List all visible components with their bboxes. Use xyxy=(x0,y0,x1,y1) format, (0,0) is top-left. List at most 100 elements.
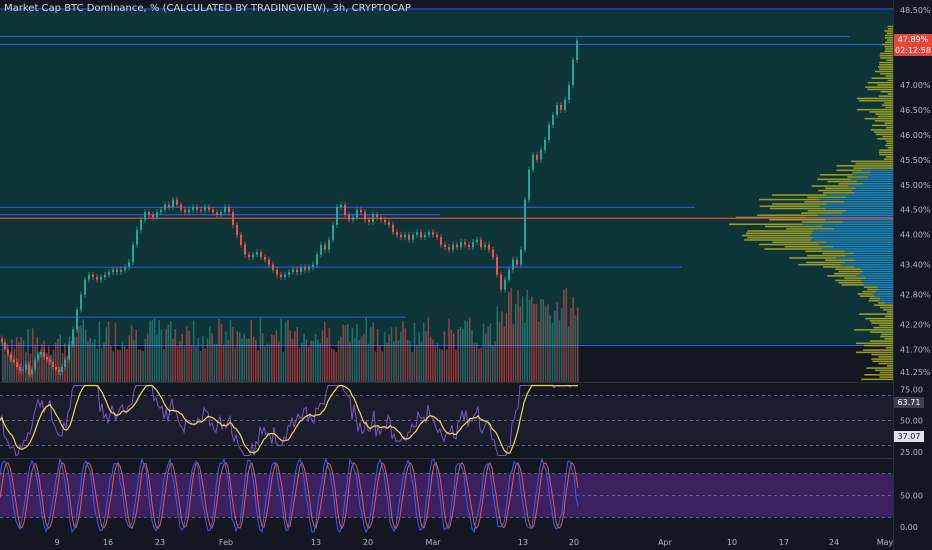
volume-profile-value-area xyxy=(825,207,893,210)
candle-body xyxy=(472,242,474,248)
volume-profile-row xyxy=(882,43,893,46)
volume-bar xyxy=(248,338,250,382)
volume-profile-row xyxy=(869,111,893,113)
candle-body xyxy=(34,359,36,370)
volume-bar xyxy=(528,299,531,382)
volume-profile-row xyxy=(818,189,852,192)
volume-bar xyxy=(255,339,257,382)
candle-body xyxy=(1,338,3,343)
volume-bar xyxy=(473,342,476,382)
volume-bar xyxy=(151,320,154,382)
volume-profile-row xyxy=(835,279,862,282)
volume-bar xyxy=(117,350,119,382)
volume-profile-row xyxy=(798,263,841,266)
volume-profile-row xyxy=(884,338,893,340)
candle-body xyxy=(444,244,446,248)
volume-profile-value-area xyxy=(826,194,893,196)
volume-profile-row xyxy=(880,90,893,93)
candle-body xyxy=(248,254,250,258)
volume-bar xyxy=(457,329,459,382)
volume-bar xyxy=(73,336,75,382)
rsi-ma-line xyxy=(0,384,578,454)
volume-profile-row xyxy=(881,104,893,106)
volume-bar xyxy=(130,325,133,382)
volume-profile-row xyxy=(827,275,857,277)
candle-body xyxy=(384,219,386,223)
volume-bar xyxy=(494,341,496,382)
volume-bar xyxy=(310,340,312,382)
volume-bar xyxy=(542,299,545,382)
candle-body xyxy=(380,217,382,220)
volume-bar xyxy=(572,296,574,382)
price-axis-label: 45.50% xyxy=(900,156,931,165)
candle-body xyxy=(276,269,278,275)
volume-profile-row xyxy=(879,306,893,309)
volume-bar xyxy=(123,346,126,382)
volume-bar xyxy=(156,334,158,382)
volume-bar xyxy=(87,340,89,382)
volume-bar xyxy=(71,340,73,382)
volume-bar xyxy=(510,288,512,382)
volume-profile-value-area xyxy=(866,277,893,279)
rsi-ma-value-tag: 37.07 xyxy=(894,430,924,442)
candle-body xyxy=(504,279,506,290)
volume-profile-row xyxy=(811,185,849,187)
candle-body xyxy=(22,369,24,371)
candle-body xyxy=(116,269,118,273)
volume-bar xyxy=(519,306,522,382)
volume-profile-row xyxy=(764,248,823,250)
candle-body xyxy=(49,359,51,363)
volume-bar xyxy=(188,331,190,382)
volume-bar xyxy=(128,335,131,382)
volume-profile-row xyxy=(856,97,893,100)
volume-profile-row xyxy=(879,54,893,57)
candle-body xyxy=(43,352,45,358)
candle-body xyxy=(448,247,450,250)
volume-bar xyxy=(413,322,416,382)
candle-body xyxy=(164,204,166,210)
volume-profile-row xyxy=(847,176,868,178)
volume-profile-row xyxy=(838,270,864,273)
volume-profile-row xyxy=(855,162,893,165)
volume-profile-value-area xyxy=(802,223,893,226)
volume-profile-row xyxy=(878,95,893,97)
volume-bar xyxy=(491,344,494,382)
candle-body xyxy=(528,169,530,200)
volume-bar xyxy=(153,318,156,382)
volume-profile-row xyxy=(881,333,893,336)
volume-profile-row xyxy=(804,200,845,203)
volume-profile-row xyxy=(887,147,893,149)
volume-profile-value-area xyxy=(845,261,893,264)
volume-bar xyxy=(402,320,404,382)
candle-body xyxy=(176,199,178,205)
volume-bar xyxy=(222,344,225,382)
volume-profile-value-area xyxy=(818,214,893,217)
volume-bar xyxy=(567,326,570,382)
stoch-axis-label: 50.00 xyxy=(900,492,923,501)
candle-body xyxy=(548,124,550,140)
volume-bar xyxy=(48,346,50,382)
volume-profile-row xyxy=(887,25,893,28)
candle-body xyxy=(140,219,142,230)
volume-bar xyxy=(489,323,492,382)
candle-body xyxy=(312,264,314,268)
volume-profile-value-area xyxy=(861,279,893,282)
volume-profile-row xyxy=(886,32,893,35)
volume-profile-row xyxy=(883,308,893,311)
candle-body xyxy=(508,269,510,280)
volume-bar xyxy=(349,341,351,382)
volume-profile-value-area xyxy=(819,243,893,246)
volume-bar xyxy=(2,342,4,382)
candle-body xyxy=(560,104,562,110)
volume-bar xyxy=(317,339,319,382)
volume-bar xyxy=(397,340,400,382)
candle-body xyxy=(400,234,402,238)
candle-body xyxy=(72,329,74,345)
volume-profile-row xyxy=(864,344,893,347)
volume-profile-row xyxy=(861,378,893,381)
volume-profile-row xyxy=(872,124,893,127)
volume-profile-row xyxy=(836,165,893,167)
volume-bar xyxy=(229,319,232,382)
candle-body xyxy=(268,259,270,265)
